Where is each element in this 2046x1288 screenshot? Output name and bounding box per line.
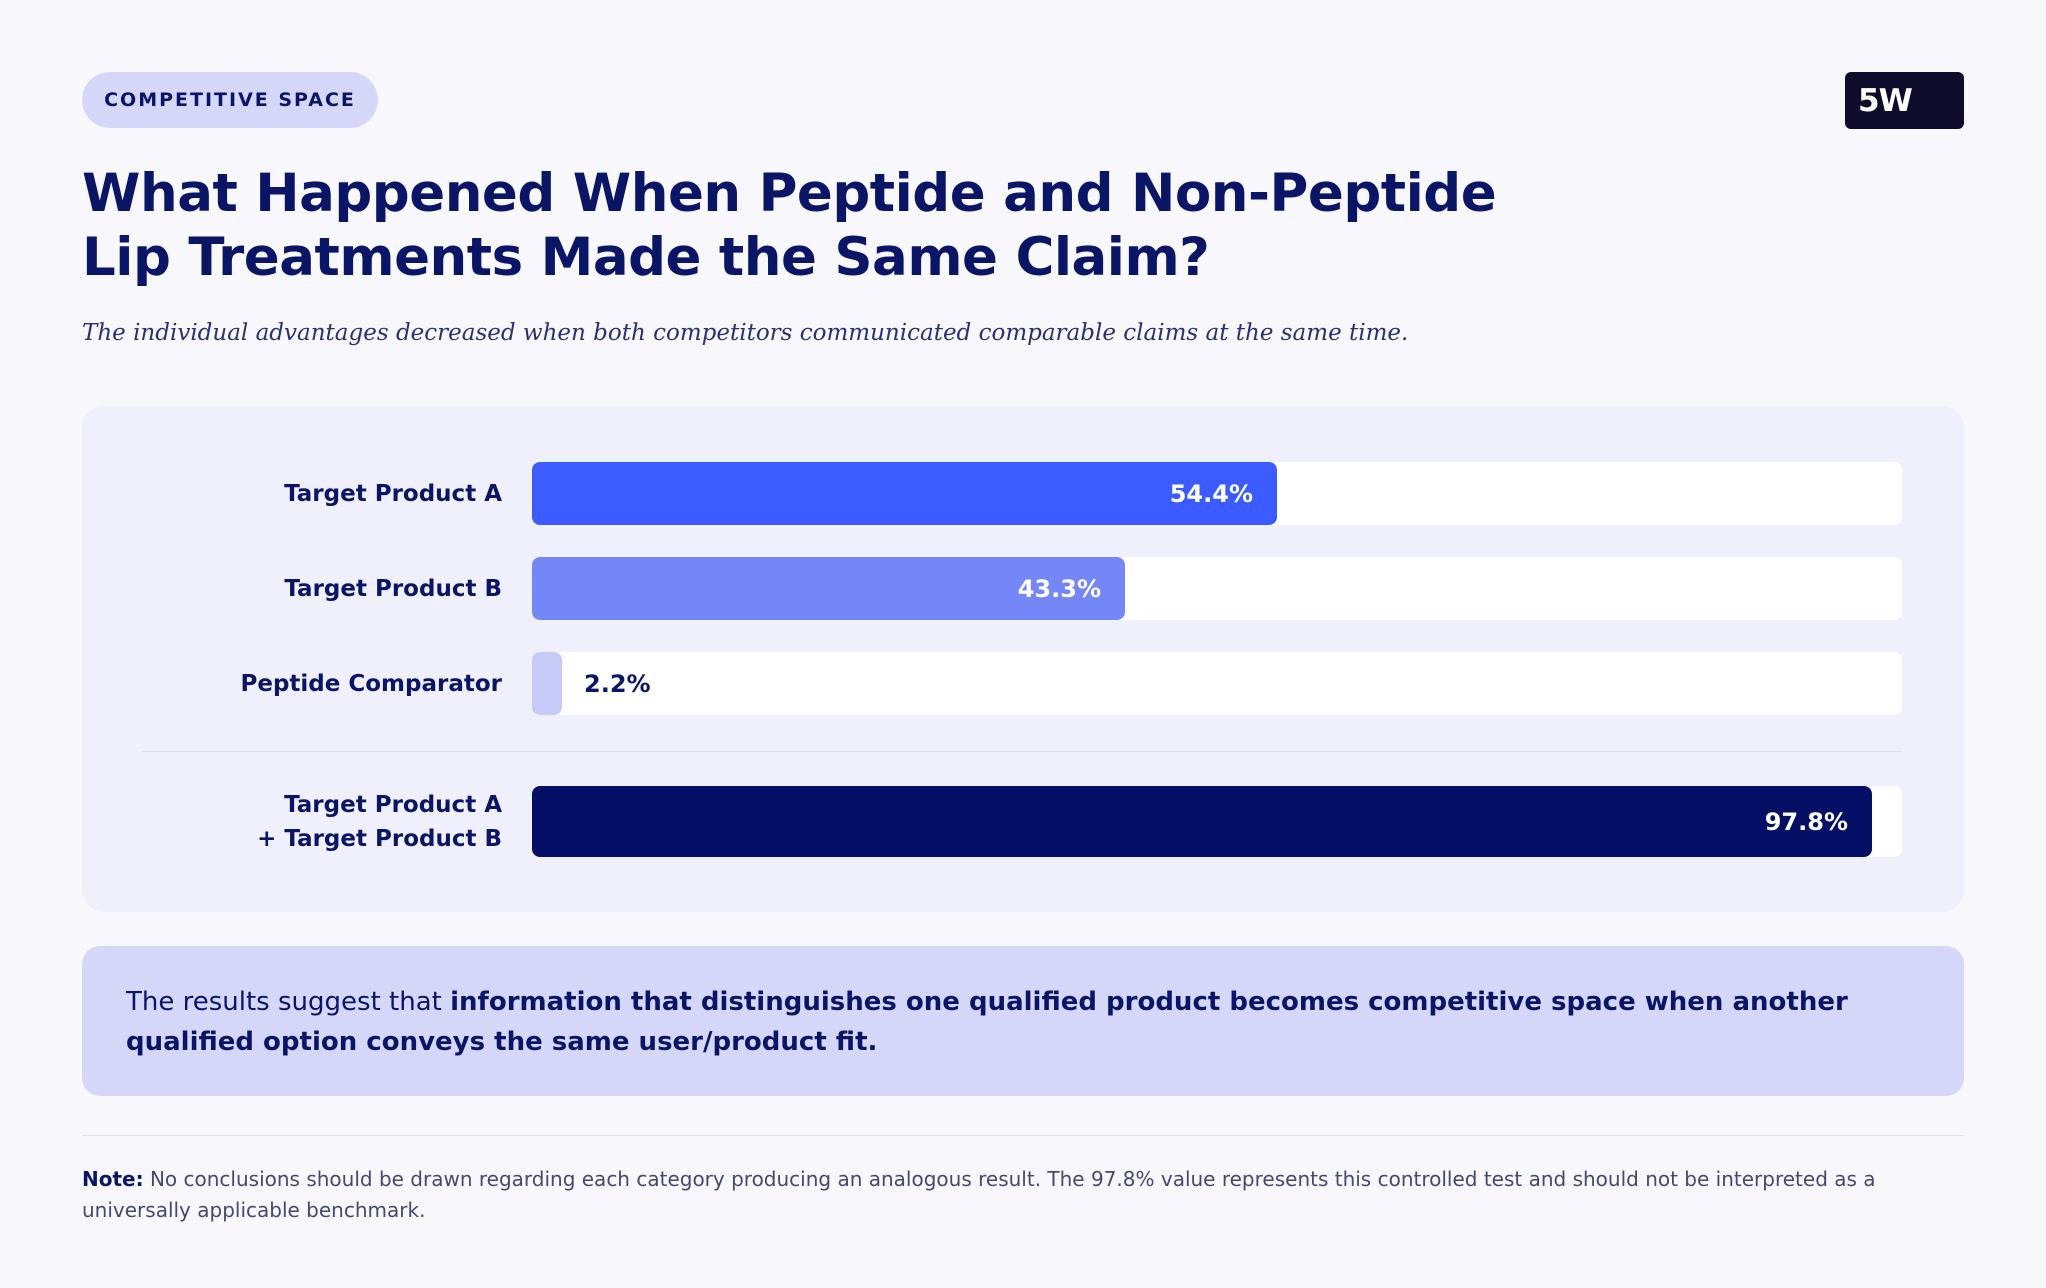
bar-label: Target Product B <box>82 572 502 606</box>
insight-emphasis: information that distinguishes one quali… <box>126 987 1848 1057</box>
insight-lead: The results suggest that <box>126 987 451 1017</box>
bar-value-label: 43.3% <box>1017 574 1101 603</box>
footnote-label: Note: <box>82 1167 144 1191</box>
insight-callout: The results suggest that information tha… <box>82 946 1964 1096</box>
page-title: What Happened When Peptide and Non-Pepti… <box>82 163 1497 288</box>
brand-logo: 5W <box>1845 72 1964 129</box>
bar-track: 43.3% <box>532 557 1902 620</box>
bar-label-line: + Target Product B <box>257 825 502 852</box>
bar <box>532 786 1872 857</box>
chart-divider <box>142 751 1902 752</box>
bar-value-label: 54.4% <box>1169 479 1253 508</box>
bar-label: Target Product A + Target Product B <box>82 788 502 856</box>
bar-label-line: Peptide Comparator <box>240 670 502 697</box>
section-tag: COMPETITIVE SPACE <box>82 72 378 128</box>
bar-label: Peptide Comparator <box>82 667 502 701</box>
footnote: Note: No conclusions should be drawn reg… <box>82 1164 1964 1226</box>
bar-label-line: Target Product B <box>284 575 502 602</box>
bar <box>532 462 1277 525</box>
bar <box>532 557 1125 620</box>
bar-label: Target Product A <box>82 477 502 511</box>
bar-track: 54.4% <box>532 462 1902 525</box>
bar <box>532 652 562 715</box>
page-subtitle: The individual advantages decreased when… <box>82 320 1409 346</box>
bar-track: 97.8% <box>532 786 1902 857</box>
bar-track: 2.2% <box>532 652 1902 715</box>
bar-label-line: Target Product A <box>284 480 502 507</box>
bar-label-line: Target Product A <box>284 791 502 818</box>
bar-value-label: 2.2% <box>584 669 651 698</box>
footer-divider <box>82 1135 1964 1136</box>
bar-value-label: 97.8% <box>1764 807 1848 836</box>
footnote-text: No conclusions should be drawn regarding… <box>82 1167 1876 1222</box>
